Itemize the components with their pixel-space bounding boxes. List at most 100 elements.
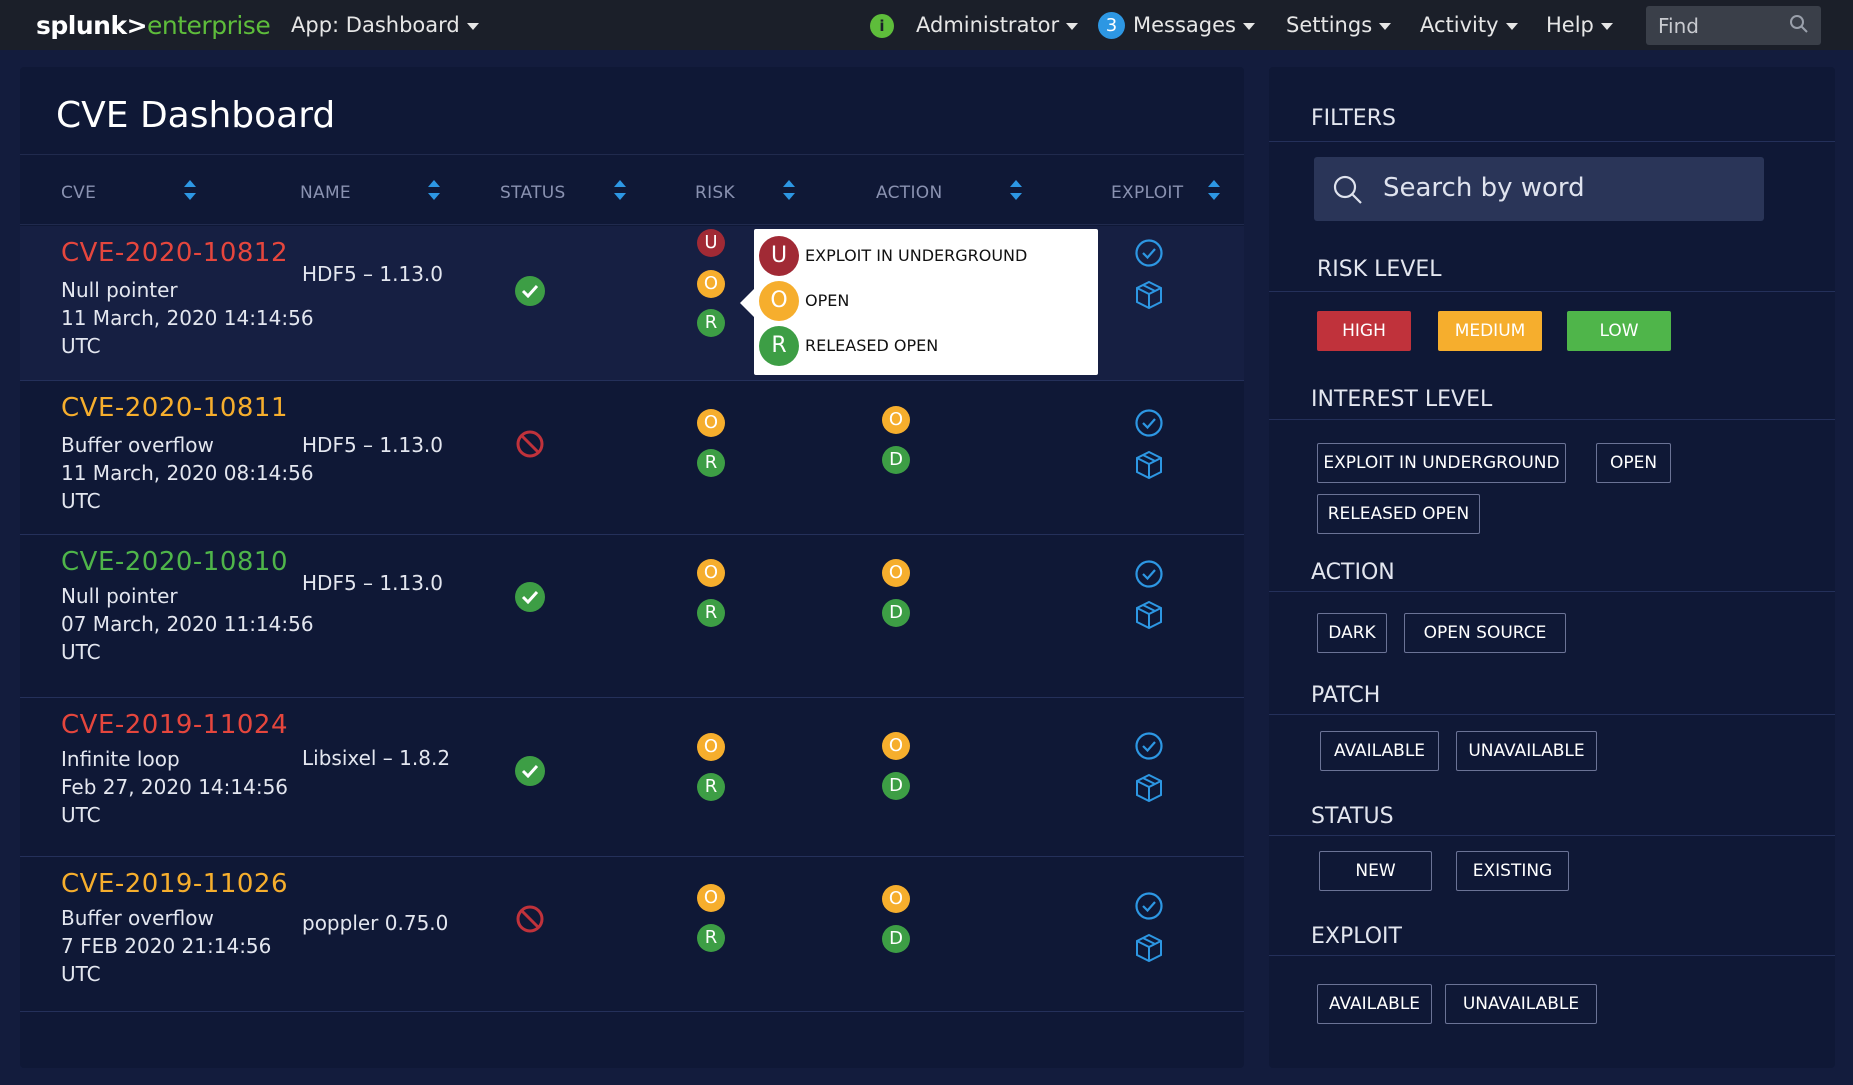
top-bar: splunk>enterprise App: Dashboard i Admin…: [0, 0, 1853, 50]
action-badge-d[interactable]: D: [882, 772, 910, 800]
exploit-verified-icon[interactable]: [1134, 238, 1164, 272]
chevron-down-icon: [1600, 22, 1613, 30]
cve-id-link[interactable]: CVE-2020-10810: [61, 547, 289, 577]
activity-menu[interactable]: Activity: [1420, 13, 1518, 37]
action-badge-d[interactable]: D: [882, 599, 910, 627]
cve-timezone: UTC: [61, 489, 101, 513]
action-badge-d[interactable]: D: [882, 446, 910, 474]
action-badge-d[interactable]: D: [882, 925, 910, 953]
messages-menu[interactable]: Messages: [1133, 13, 1255, 37]
package-name: HDF5 – 1.13.0: [302, 433, 443, 457]
app-menu[interactable]: App: Dashboard: [291, 13, 479, 37]
risk-high-button[interactable]: HIGH: [1317, 311, 1411, 351]
exploit-verified-icon[interactable]: [1134, 731, 1164, 765]
patch-unavailable-button[interactable]: UNAVAILABLE: [1456, 731, 1597, 771]
risk-badge-r[interactable]: R: [697, 599, 725, 627]
exploit-verified-icon[interactable]: [1134, 408, 1164, 442]
interest-exploit-underground-button[interactable]: EXPLOIT IN UNDERGROUND: [1317, 443, 1566, 483]
settings-menu[interactable]: Settings: [1286, 13, 1392, 37]
exploit-available-button[interactable]: AVAILABLE: [1317, 984, 1432, 1024]
messages-count-badge[interactable]: 3: [1098, 12, 1125, 39]
divider: [1269, 141, 1835, 142]
cve-date: Feb 27, 2020 14:14:56: [61, 775, 289, 799]
risk-badge-o[interactable]: O: [697, 409, 725, 437]
exploit-unavailable-button[interactable]: UNAVAILABLE: [1445, 984, 1597, 1024]
action-open-source-button[interactable]: OPEN SOURCE: [1404, 613, 1566, 653]
risk-badge-o[interactable]: O: [697, 884, 725, 912]
app-menu-label: App: Dashboard: [291, 13, 460, 37]
exploit-package-icon[interactable]: [1135, 280, 1163, 314]
divider: [1269, 419, 1835, 420]
sort-icon[interactable]: [427, 180, 441, 200]
user-menu[interactable]: Administrator: [916, 13, 1079, 37]
badge-r-icon: R: [759, 326, 799, 366]
action-dark-button[interactable]: DARK: [1317, 613, 1387, 653]
sort-icon[interactable]: [1009, 180, 1023, 200]
page-title: CVE Dashboard: [56, 95, 336, 136]
messages-menu-label: Messages: [1133, 13, 1236, 37]
action-badge-o[interactable]: O: [882, 732, 910, 760]
table-row[interactable]: CVE-2019-11026 Buffer overflow 7 FEB 2020 …: [20, 857, 1244, 1012]
sort-icon[interactable]: [782, 180, 796, 200]
table-row[interactable]: CVE-2019-11024 Infinite loop Feb 27, 2020 …: [20, 698, 1244, 857]
action-badge-o[interactable]: O: [882, 885, 910, 913]
find-input[interactable]: Find: [1646, 6, 1821, 45]
cve-id-link[interactable]: CVE-2019-11026: [61, 869, 289, 899]
status-new-button[interactable]: NEW: [1319, 851, 1432, 891]
exploit-package-icon[interactable]: [1135, 600, 1163, 634]
help-menu[interactable]: Help: [1546, 13, 1613, 37]
table-header: CVE NAME STATUS RISK ACTION EXPLOIT: [20, 154, 1244, 225]
risk-badge-u[interactable]: U: [697, 229, 725, 257]
risk-badge-o[interactable]: O: [697, 559, 725, 587]
divider: [1269, 291, 1835, 292]
sort-icon[interactable]: [1207, 180, 1221, 200]
tooltip-label: OPEN: [805, 291, 850, 310]
cve-id-link[interactable]: CVE-2019-11024: [61, 710, 289, 740]
exploit-package-icon[interactable]: [1135, 773, 1163, 807]
splunk-logo[interactable]: splunk>enterprise: [36, 11, 271, 40]
risk-badge-r[interactable]: R: [697, 773, 725, 801]
cve-id-link[interactable]: CVE-2020-10811: [61, 393, 289, 423]
risk-medium-button[interactable]: MEDIUM: [1438, 311, 1542, 351]
cve-id-link[interactable]: CVE-2020-10812: [61, 238, 289, 268]
interest-level-heading: INTEREST LEVEL: [1311, 387, 1493, 412]
patch-available-button[interactable]: AVAILABLE: [1320, 731, 1439, 771]
action-badge-o[interactable]: O: [882, 559, 910, 587]
exploit-package-icon[interactable]: [1135, 933, 1163, 967]
table-row[interactable]: CVE-2020-10811 Buffer overflow 11 March, 2…: [20, 381, 1244, 535]
cve-type: Buffer overflow: [61, 433, 214, 457]
exploit-package-icon[interactable]: [1135, 450, 1163, 484]
divider: [1269, 955, 1835, 956]
interest-open-button[interactable]: OPEN: [1596, 443, 1671, 483]
user-menu-label: Administrator: [916, 13, 1060, 37]
search-input[interactable]: Search by word: [1314, 157, 1764, 221]
sort-icon[interactable]: [183, 180, 197, 200]
column-header-exploit[interactable]: EXPLOIT: [1111, 183, 1184, 203]
risk-badge-r[interactable]: R: [697, 309, 725, 337]
column-header-status[interactable]: STATUS: [500, 183, 566, 203]
action-badge-o[interactable]: O: [882, 406, 910, 434]
risk-badge-o[interactable]: O: [697, 733, 725, 761]
table-row[interactable]: CVE-2020-10810 Null pointer 07 March, 2020…: [20, 535, 1244, 698]
column-header-action[interactable]: ACTION: [876, 183, 943, 203]
risk-badge-r[interactable]: R: [697, 924, 725, 952]
logo-text-splunk: splunk>: [36, 11, 148, 40]
risk-badge-r[interactable]: R: [697, 449, 725, 477]
package-name: poppler 0.75.0: [302, 911, 449, 935]
info-icon[interactable]: i: [870, 14, 894, 38]
status-existing-button[interactable]: EXISTING: [1456, 851, 1569, 891]
column-header-name[interactable]: NAME: [300, 183, 351, 203]
status-heading: STATUS: [1311, 804, 1394, 829]
filters-panel: FILTERS Search by word RISK LEVEL HIGH M…: [1269, 67, 1835, 1068]
interest-released-open-button[interactable]: RELEASED OPEN: [1317, 494, 1480, 534]
exploit-verified-icon[interactable]: [1134, 891, 1164, 925]
chevron-down-icon: [1242, 22, 1255, 30]
risk-badge-o[interactable]: O: [697, 270, 725, 298]
column-header-risk[interactable]: RISK: [695, 183, 735, 203]
column-header-cve[interactable]: CVE: [61, 183, 97, 203]
exploit-verified-icon[interactable]: [1134, 559, 1164, 593]
chevron-down-icon: [1066, 22, 1079, 30]
status-blocked-icon: [515, 429, 545, 459]
sort-icon[interactable]: [613, 180, 627, 200]
risk-low-button[interactable]: LOW: [1567, 311, 1671, 351]
